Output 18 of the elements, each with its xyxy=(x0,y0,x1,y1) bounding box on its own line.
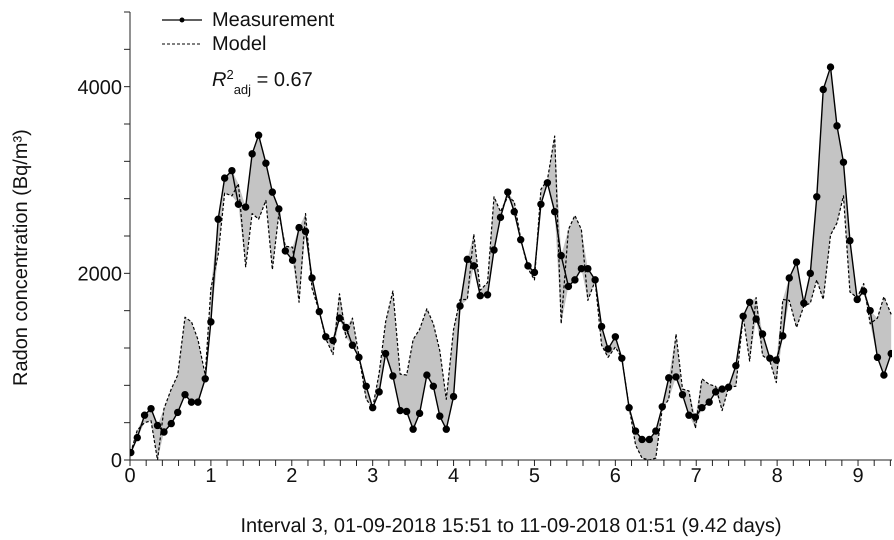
x-tick-label: 8 xyxy=(772,465,783,488)
x-tick-label: 0 xyxy=(124,465,136,488)
y-tick-label: 2000 xyxy=(78,263,122,286)
x-tick-label: 2 xyxy=(286,465,298,488)
legend-label: Model xyxy=(212,32,266,56)
annotation: R$^{2}$$_{adj}$ = 0.67 xyxy=(212,66,313,96)
legend-label: Measurement xyxy=(212,8,334,32)
x-tick-label: 7 xyxy=(690,465,702,488)
y-tick-label: 4000 xyxy=(78,76,122,99)
x-tick-label: 6 xyxy=(610,465,621,488)
x-tick-label: 4 xyxy=(448,465,460,488)
y-axis-title: Radon concentration (Bq/m³) xyxy=(10,129,32,386)
x-tick-label: 5 xyxy=(528,465,540,488)
x-axis-title: Interval 3, 01-09-2018 15:51 to 11-09-2018 01:51 (9.42 days) xyxy=(240,515,782,537)
x-tick-label: 9 xyxy=(852,465,864,488)
x-tick-label: 1 xyxy=(205,465,216,488)
x-tick-label: 3 xyxy=(367,465,378,488)
y-tick-label: 0 xyxy=(110,450,122,472)
